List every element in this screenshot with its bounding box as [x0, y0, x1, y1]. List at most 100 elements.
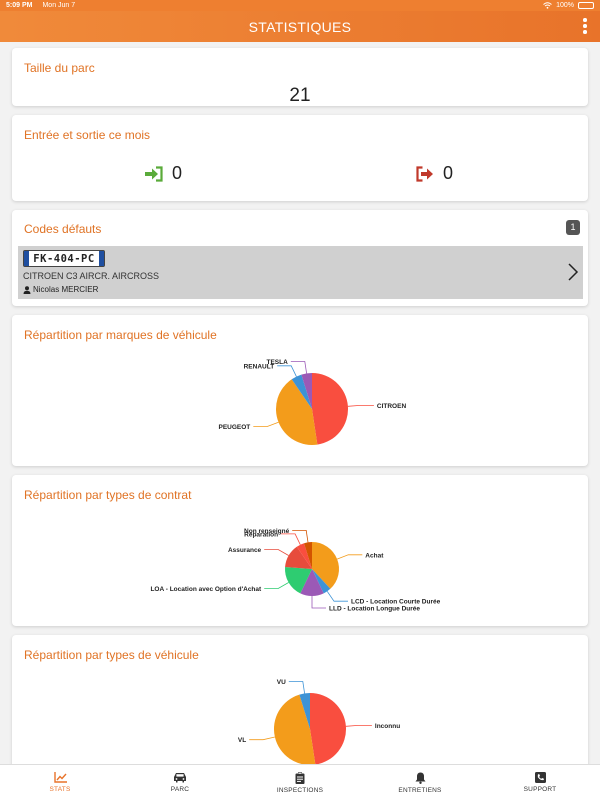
wifi-icon: [543, 2, 552, 9]
nav-stats[interactable]: STATS: [0, 765, 120, 800]
bottom-nav: STATS PARC INSPECTIONS ENTRETIENS SUPPOR…: [0, 764, 600, 800]
vehicle-type-pie-chart: Inconnu VL VU: [238, 679, 400, 764]
pie-slice-non-renseigne: [304, 542, 312, 569]
fleet-size-card: Taille du parc 21: [12, 48, 588, 106]
vehicle-type-chart-card: Répartition par types de véhicule Inconn…: [12, 635, 588, 764]
more-menu-icon[interactable]: [580, 17, 590, 35]
slice-label-tesla: TESLA: [266, 359, 288, 366]
pie-slice-lld-location-longue-duree: [300, 569, 324, 597]
fault-count-badge: 1: [566, 220, 580, 235]
chart-line-icon: [53, 772, 67, 783]
stats-content[interactable]: Taille du parc 21 Entrée et sortie ce mo…: [0, 42, 600, 764]
pie-slice-reparation: [296, 543, 312, 569]
slice-label-non-renseigne: Non renseigné: [244, 528, 290, 535]
nav-label: ENTRETIENS: [398, 786, 442, 794]
callout-line-lcd-location-courte-duree: [326, 591, 348, 602]
pie-slice-vl: [274, 694, 316, 764]
pie-slice-inconnu: [310, 693, 346, 764]
callout-line-vl: [249, 736, 275, 741]
callout-line-non-renseigne: [292, 530, 309, 543]
slice-label-renault: RENAULT: [244, 363, 275, 370]
nav-label: INSPECTIONS: [276, 786, 324, 794]
status-right: 100%: [543, 2, 594, 9]
plate-dept-band: [99, 251, 104, 266]
plate-number: FK-404-PC: [33, 252, 95, 265]
slice-label-assurance: Assurance: [228, 547, 262, 554]
slice-label-citroen: CITROEN: [377, 403, 407, 410]
driver-name: Nicolas MERCIER: [33, 285, 99, 294]
plate-eu-band: [24, 251, 29, 266]
slice-label-reparation: Réparation: [244, 531, 278, 538]
app-bar: STATISTIQUES: [0, 11, 600, 42]
pie-slice-achat: [312, 542, 339, 589]
entries: 0: [144, 163, 182, 184]
movements-card: Entrée et sortie ce mois 0 0: [12, 115, 588, 201]
status-bar: 5:09 PM Mon Jun 7 100%: [0, 0, 600, 11]
user-icon: [23, 285, 31, 294]
pie-slice-tesla: [301, 373, 312, 409]
nav-entretiens[interactable]: ENTRETIENS: [360, 765, 480, 800]
movements-title: Entrée et sortie ce mois: [24, 128, 151, 142]
slice-label-loa-location-avec-option-d-achat: LOA - Location avec Option d'Achat: [150, 586, 262, 593]
pie-slice-vu: [299, 693, 310, 729]
bell-icon: [415, 772, 425, 784]
pie-slice-citroen: [312, 373, 349, 445]
callout-line-tesla: [290, 361, 307, 374]
callout-line-renault: [277, 365, 297, 377]
sign-in-icon: [145, 165, 163, 182]
driver: Nicolas MERCIER: [23, 285, 98, 294]
callout-line-citroen: [347, 405, 374, 407]
status-date: Mon Jun 7: [42, 2, 76, 9]
callout-line-peugeot: [253, 421, 279, 427]
contract-chart-card: Répartition par types de contrat Achat LC…: [12, 475, 588, 626]
fault-vehicle-row[interactable]: FK-404-PC CITROEN C3 AIRCR. AIRCROSS Nic…: [18, 246, 583, 299]
nav-label: PARC: [170, 786, 190, 793]
sign-out-icon: [416, 165, 433, 182]
callout-line-loa-location-avec-option-d-achat: [264, 582, 289, 589]
fleet-size-value: 21: [289, 85, 311, 106]
status-time: 5:09 PM: [6, 2, 33, 9]
car-icon: [174, 773, 186, 783]
callout-line-lld-location-longue-duree: [311, 596, 326, 609]
nav-support[interactable]: SUPPORT: [480, 765, 600, 800]
pie-slice-peugeot: [276, 379, 318, 446]
contract-chart-title: Répartition par types de contrat: [24, 488, 192, 502]
slice-label-inconnu: Inconnu: [375, 723, 400, 730]
entries-count: 0: [172, 163, 183, 183]
callout-line-inconnu: [345, 725, 372, 727]
slice-label-peugeot: PEUGEOT: [219, 424, 251, 431]
exits: 0: [415, 163, 453, 184]
slice-label-lcd-location-courte-duree: LCD - Location Courte Durée: [351, 599, 441, 606]
fault-codes-title: Codes défauts: [24, 222, 102, 236]
slice-label-achat: Achat: [365, 552, 384, 559]
fault-codes-card: Codes défauts 1 FK-404-PC CITROEN C3 AIR…: [12, 210, 588, 306]
clipboard-icon: [295, 771, 305, 784]
brand-chart-title: Répartition par marques de véhicule: [24, 328, 217, 342]
license-plate: FK-404-PC: [23, 250, 105, 267]
callout-line-assurance: [264, 549, 289, 556]
pie-slice-lcd-location-courte-duree: [312, 569, 331, 594]
callout-line-reparation: [281, 533, 301, 545]
nav-label: STATS: [49, 786, 71, 793]
page-title: STATISTIQUES: [248, 18, 352, 35]
slice-label-vu: VU: [277, 679, 286, 686]
vehicle-model: CITROEN C3 AIRCR. AIRCROSS: [23, 271, 160, 281]
battery-percent: 100%: [556, 2, 574, 9]
pie-slice-assurance: [285, 546, 312, 569]
slice-label-lld-location-longue-duree: LLD - Location Longue Durée: [329, 606, 420, 613]
chevron-right-icon[interactable]: [567, 262, 579, 282]
callout-line-achat: [336, 554, 363, 560]
slice-label-vl: VL: [238, 737, 246, 744]
pie-slice-renault: [291, 374, 312, 409]
fleet-size-title: Taille du parc: [24, 61, 95, 75]
brand-chart-card: Répartition par marques de véhicule CITR…: [12, 315, 588, 466]
battery-icon: [578, 2, 594, 9]
nav-parc[interactable]: PARC: [120, 765, 240, 800]
exits-count: 0: [443, 163, 454, 183]
phone-icon: [534, 772, 546, 783]
callout-line-vu: [288, 681, 305, 694]
pie-slice-loa-location-avec-option-d-achat: [285, 566, 312, 594]
nav-inspections[interactable]: INSPECTIONS: [240, 765, 360, 800]
vehicle-type-chart-title: Répartition par types de véhicule: [24, 648, 199, 662]
